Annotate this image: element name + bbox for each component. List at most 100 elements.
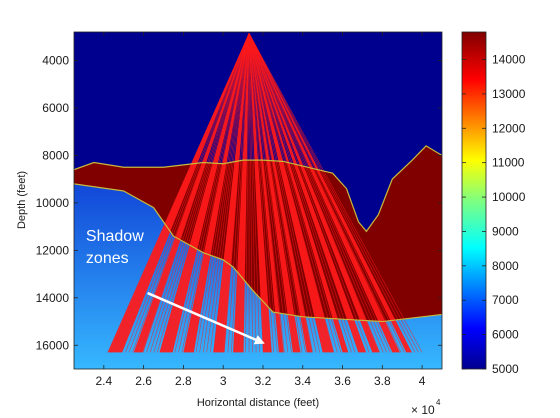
- ray-bundle: [249, 33, 284, 353]
- ray-bundle: [133, 33, 250, 353]
- ray-line: [248, 33, 328, 353]
- ray-bundle: [183, 33, 250, 353]
- ray-line: [195, 33, 250, 353]
- x-tick-label: 3.4: [294, 374, 311, 388]
- ray-line: [248, 33, 303, 353]
- y-axis-label: Depth (feet): [16, 171, 28, 229]
- x-tick-label: 3.6: [334, 374, 351, 388]
- ray-line: [167, 33, 250, 353]
- ray-line: [248, 33, 320, 353]
- colorbar-ticks: 5000 6000 7000 8000 9000 10000 11000 12000 13000…: [462, 53, 526, 376]
- annotation-line-1: Shadow: [86, 228, 144, 245]
- x-tick-label: 3: [220, 374, 227, 388]
- ray-line: [160, 33, 250, 353]
- ray-line: [227, 33, 250, 353]
- ray-line: [128, 33, 250, 353]
- ray-line: [220, 33, 250, 353]
- y-tick-label: 14000: [36, 291, 70, 305]
- ray-line: [125, 33, 250, 353]
- x-exponent-label: × 10: [411, 403, 435, 417]
- colorbar-tick-label: 5000: [492, 362, 519, 376]
- ray-line: [248, 33, 381, 353]
- annotation-line-2: zones: [86, 250, 129, 267]
- ray-line: [248, 33, 282, 353]
- plot-frame: [73, 31, 443, 370]
- ray-line: [234, 33, 250, 353]
- ray-line: [231, 33, 250, 353]
- y-tick-label: 4000: [42, 53, 69, 67]
- ray-line: [248, 33, 419, 353]
- ray-line: [248, 33, 370, 353]
- ray-line: [248, 33, 366, 353]
- ray-line: [248, 33, 324, 353]
- ray-line: [238, 33, 250, 353]
- ray-bundle: [159, 33, 250, 353]
- ray-line: [248, 33, 409, 353]
- ray-line: [248, 33, 402, 353]
- x-tick-label: 3.8: [374, 374, 391, 388]
- ray-line: [248, 33, 405, 353]
- ray-line: [216, 33, 250, 353]
- ray-line: [156, 33, 250, 353]
- colorbar-tick-label: 11000: [492, 156, 525, 170]
- salt-base-interface: [74, 183, 442, 323]
- ray-line: [132, 33, 250, 353]
- ray-line: [139, 33, 250, 353]
- ray-line: [248, 33, 335, 353]
- salt-top-interface: [74, 145, 442, 233]
- ray-line: [248, 33, 395, 353]
- ray-line: [185, 33, 250, 353]
- ray-line: [178, 33, 250, 353]
- ray-line: [248, 33, 388, 353]
- x-tick-label: 2.8: [175, 374, 192, 388]
- ray-line: [248, 33, 416, 353]
- ray-line: [213, 33, 250, 353]
- ray-line: [209, 33, 250, 353]
- ray-line: [164, 33, 250, 353]
- ray-line: [248, 33, 373, 353]
- colorbar-tick-label: 7000: [492, 293, 519, 307]
- ray-line: [248, 33, 423, 353]
- ray-line: [248, 33, 338, 353]
- y-tick-label: 10000: [36, 196, 70, 210]
- ray-line: [248, 33, 271, 353]
- ray-line: [248, 33, 391, 353]
- ray-line: [188, 33, 250, 353]
- x-axis-ticks: 2.4 2.6 2.8 3 3.2 3.4 3.6 3.8 4: [95, 32, 426, 388]
- ray-line: [174, 33, 250, 353]
- ray-line: [248, 33, 317, 353]
- ray-line: [245, 33, 250, 353]
- ray-line: [248, 33, 268, 353]
- ray-line: [202, 33, 250, 353]
- ray-line: [171, 33, 250, 353]
- ray-line: [248, 33, 310, 353]
- ray-line: [111, 33, 250, 353]
- ray-line: [248, 33, 356, 353]
- x-tick-label: 2.6: [135, 374, 152, 388]
- shadow-zone-annotation: Shadow zones: [86, 228, 265, 345]
- ray-line: [248, 33, 345, 353]
- ray-line: [248, 33, 292, 353]
- ray-line: [248, 33, 331, 353]
- ray-line: [248, 33, 278, 353]
- ray-line: [248, 33, 363, 353]
- ray-line: [248, 33, 289, 353]
- ray-line: [248, 33, 359, 353]
- ray-line: [248, 33, 260, 353]
- colorbar-tick-label: 14000: [492, 53, 526, 67]
- ray-line: [181, 33, 250, 353]
- ray-line: [248, 33, 306, 353]
- ray-line: [248, 33, 377, 353]
- ray-fan: [107, 33, 423, 353]
- y-tick-label: 16000: [36, 338, 70, 352]
- ray-line: [248, 33, 285, 353]
- colorbar-tick-label: 6000: [492, 328, 519, 342]
- y-axis-ticks: 4000 6000 8000 10000 12000 14000 16000: [36, 53, 442, 352]
- colorbar-tick-label: 10000: [492, 190, 526, 204]
- ray-line: [153, 33, 250, 353]
- ray-line: [248, 33, 349, 353]
- colorbar-tick-label: 8000: [492, 259, 519, 273]
- y-tick-label: 8000: [42, 148, 69, 162]
- colorbar-tick-label: 12000: [492, 121, 526, 135]
- y-tick-label: 12000: [36, 243, 70, 257]
